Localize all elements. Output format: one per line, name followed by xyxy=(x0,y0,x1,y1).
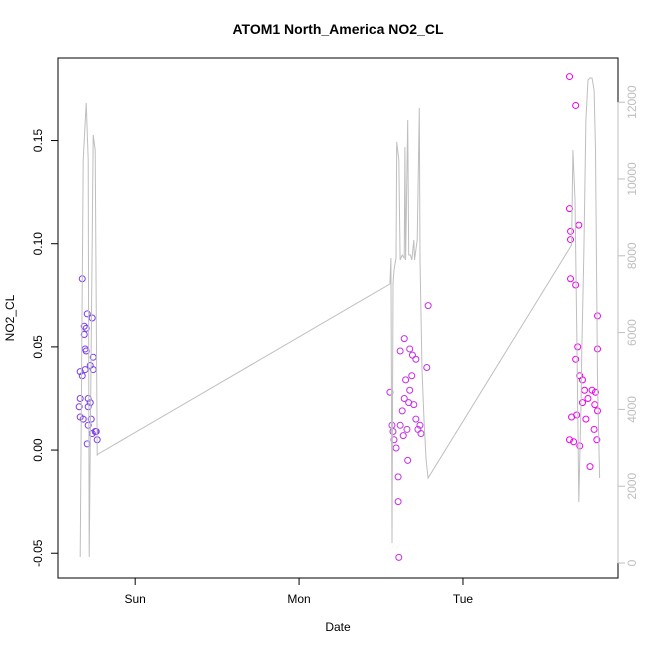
data-point xyxy=(573,411,581,419)
data-point xyxy=(406,345,414,353)
data-point xyxy=(79,415,87,423)
data-point xyxy=(424,302,432,310)
data-point xyxy=(82,347,90,355)
data-point xyxy=(575,221,583,229)
plot-box xyxy=(57,57,619,579)
data-point xyxy=(87,415,95,423)
data-point xyxy=(593,436,601,444)
y-tick-label: 0.05 xyxy=(31,335,45,359)
data-point xyxy=(84,421,92,429)
data-point xyxy=(389,427,397,435)
data-point xyxy=(394,473,402,481)
data-point xyxy=(408,372,416,380)
data-point xyxy=(574,343,582,351)
data-point xyxy=(584,394,592,402)
data-point xyxy=(572,355,580,363)
y2-tick-label: 0 xyxy=(625,559,639,566)
y-tick-label: 0.00 xyxy=(31,438,45,462)
data-point xyxy=(578,376,586,384)
data-point xyxy=(588,386,596,394)
x-tick-label: Mon xyxy=(287,592,310,606)
data-point xyxy=(586,463,594,471)
data-point xyxy=(86,361,94,369)
data-point xyxy=(390,436,398,444)
x-tick-label: Sun xyxy=(124,592,145,606)
data-point xyxy=(395,553,403,561)
y2-tick-label: 8000 xyxy=(625,242,639,269)
data-point xyxy=(78,372,86,380)
y-axis-label: NO2_CL xyxy=(3,294,17,341)
y2-tick-label: 2000 xyxy=(625,473,639,500)
data-point xyxy=(412,415,420,423)
data-point xyxy=(399,432,407,440)
data-point xyxy=(567,275,575,283)
data-point xyxy=(75,403,83,411)
data-point xyxy=(83,310,91,318)
data-point xyxy=(82,324,90,332)
y-tick-label: 0.15 xyxy=(31,129,45,153)
data-point xyxy=(400,394,408,402)
data-point xyxy=(396,347,404,355)
data-point xyxy=(404,456,412,464)
data-point xyxy=(567,227,575,235)
x-tick-label: Tue xyxy=(453,592,474,606)
data-point xyxy=(81,366,89,374)
data-point xyxy=(400,335,408,343)
data-point xyxy=(572,101,580,109)
data-point xyxy=(84,403,92,411)
data-point xyxy=(417,430,425,438)
data-point xyxy=(392,444,400,452)
data-point xyxy=(590,425,598,433)
data-point xyxy=(591,401,599,409)
data-point xyxy=(386,388,394,396)
y2-tick-label: 6000 xyxy=(625,319,639,346)
data-point xyxy=(394,498,402,506)
data-point xyxy=(566,73,574,81)
data-point xyxy=(76,394,84,402)
data-point xyxy=(80,331,88,339)
y2-tick-label: 12000 xyxy=(625,85,639,119)
data-point xyxy=(566,436,574,444)
y-tick-label: -0.05 xyxy=(31,539,45,567)
x-axis-label: Date xyxy=(325,620,351,634)
altitude-line xyxy=(79,77,601,558)
data-point xyxy=(591,388,599,396)
data-point xyxy=(581,386,589,394)
data-point xyxy=(88,314,96,322)
data-point xyxy=(578,399,586,407)
data-point xyxy=(582,415,590,423)
data-point xyxy=(594,312,602,320)
data-point xyxy=(80,322,88,330)
data-point xyxy=(405,399,413,407)
data-point xyxy=(398,407,406,415)
y2-tick-label: 10000 xyxy=(625,162,639,196)
data-point xyxy=(416,421,424,429)
data-point xyxy=(403,425,411,433)
data-point xyxy=(412,355,420,363)
data-point xyxy=(406,386,414,394)
data-point xyxy=(91,427,99,435)
data-point xyxy=(408,351,416,359)
chart-title: ATOM1 North_America NO2_CL xyxy=(232,21,444,37)
data-point xyxy=(567,236,575,244)
data-point xyxy=(570,438,578,446)
data-point xyxy=(423,364,431,372)
y-tick-label: 0.10 xyxy=(31,232,45,256)
data-point xyxy=(594,407,602,415)
data-point xyxy=(402,376,410,384)
y2-tick-label: 4000 xyxy=(625,396,639,423)
data-point xyxy=(396,421,404,429)
